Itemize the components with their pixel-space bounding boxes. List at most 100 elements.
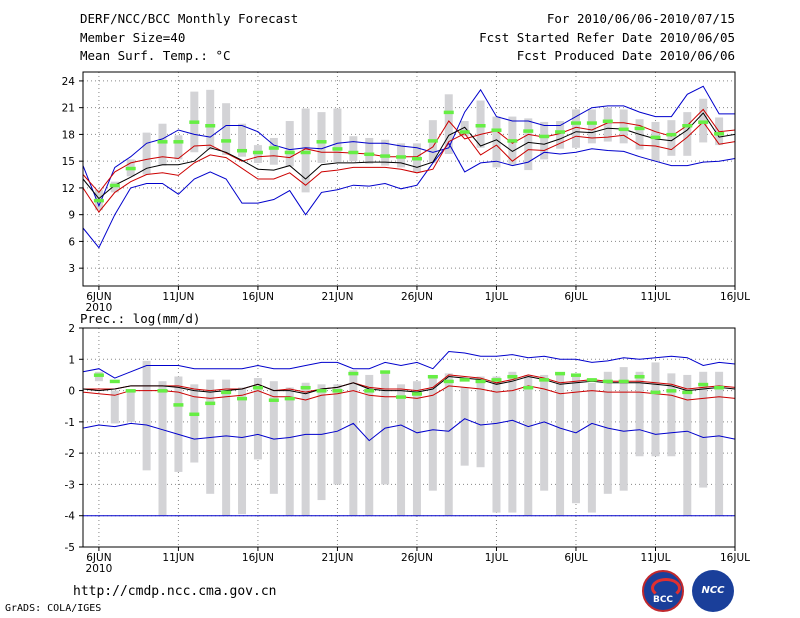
y-tick-label: 3 [68,263,75,275]
ensemble-box [635,371,644,457]
forecast-marker [682,390,693,395]
forecast-marker [539,134,550,139]
x-tick-label: 6JUN [86,291,111,303]
forecast-marker [237,396,248,401]
ensemble-box [301,108,310,193]
forecast-marker [539,378,550,382]
forecast-marker [634,374,645,379]
y-tick-label: -3 [65,479,75,491]
ensemble-box [365,374,374,516]
x-tick-label: 16JUN [242,552,274,564]
forecast-marker [555,130,566,134]
forecast-marker [284,150,295,155]
ensemble-box [524,374,533,516]
ensemble-box [619,367,628,491]
x-tick-label: 26JUN [401,552,433,564]
y-tick-label: 18 [62,129,75,141]
chart-title: DERF/NCC/BCC Monthly Forecast [80,11,299,26]
series-max-line [82,350,736,379]
forecast-marker [364,389,375,393]
y-tick-label: 2 [68,323,75,335]
ensemble-box [365,137,374,164]
ensemble-box [174,135,183,160]
ensemble-box [603,371,612,494]
ensemble-box [158,381,167,516]
x-tick-label: 16JUL [720,291,750,303]
ensemble-box [444,373,453,516]
ensemble-box [381,373,390,485]
x-tick-label: 21JUN [321,552,353,564]
forecast-marker [698,120,709,124]
ensemble-box [699,371,708,488]
ensemble-box [317,384,326,501]
forecast-marker [411,392,422,396]
ensemble-box [412,381,421,516]
ensemble-box [683,112,692,156]
ensemble-box [174,376,183,472]
ensemble-box [269,137,278,165]
forecast-marker [252,385,263,390]
y-tick-label: 1 [68,354,75,366]
y-tick-label: 12 [62,183,75,195]
ensemble-box [381,139,390,166]
forecast-marker [221,139,232,143]
ensemble-box [428,374,437,491]
ensemble-box [556,121,565,149]
forecast-marker [459,130,470,134]
ensemble-box [222,103,231,155]
x-tick-label: 11JUN [162,291,194,303]
ensemble-box [619,109,628,144]
ensemble-box [587,382,596,513]
ensemble-box [238,387,247,515]
forecast-marker [316,140,327,144]
grads-credit: GrADS: COLA/IGES [5,603,102,614]
forecast-marker [125,166,136,171]
x-tick-label: 11JUN [162,552,194,564]
series-min-line [82,418,736,442]
prec-panel-title: Prec.: log(mm/d) [80,311,201,326]
y-tick-label: -5 [65,542,75,554]
ensemble-box [222,379,231,516]
forecast-marker [650,390,661,395]
ensemble-box [317,112,326,163]
forecast-marker [491,128,502,132]
forecast-marker [443,110,454,115]
forecast-marker [698,382,709,387]
series-lower-line [82,385,736,401]
forecast-marker [586,121,597,125]
forecast-marker [173,403,184,407]
forecast-marker [205,401,216,406]
forecast-marker [237,148,248,153]
y-tick-label: 6 [68,236,75,248]
ensemble-box [715,371,724,516]
ensemble-box [301,382,310,516]
forecast-marker [316,389,327,393]
ensemble-box [349,370,358,516]
bcc-logo: BCC [642,570,684,612]
ensemble-box [476,376,485,468]
forecast-marker [618,127,629,132]
forecast-marker [523,129,534,133]
forecast-marker [396,395,407,399]
ensemble-box [540,121,549,160]
ensemble-box [333,108,342,163]
ensemble-box [206,379,215,494]
ncc-logo: NCC [692,570,734,612]
forecast-marker [125,389,136,393]
source-url: http://cmdp.ncc.cma.gov.cn [73,584,277,599]
ensemble-box [142,132,151,175]
y-tick-label: 9 [68,210,75,222]
forecast-marker [586,378,597,382]
forecast-marker [221,390,232,395]
ensemble-box [206,89,215,150]
y-tick-label: -2 [65,448,75,460]
ensemble-box [253,378,262,460]
forecast-marker [459,378,470,382]
year-label: 2010 [86,563,113,575]
forecast-marker [475,124,486,128]
ensemble-box [540,374,549,491]
forecast-marker [300,385,311,390]
ensemble-box [285,121,294,167]
forecast-marker [507,139,518,143]
